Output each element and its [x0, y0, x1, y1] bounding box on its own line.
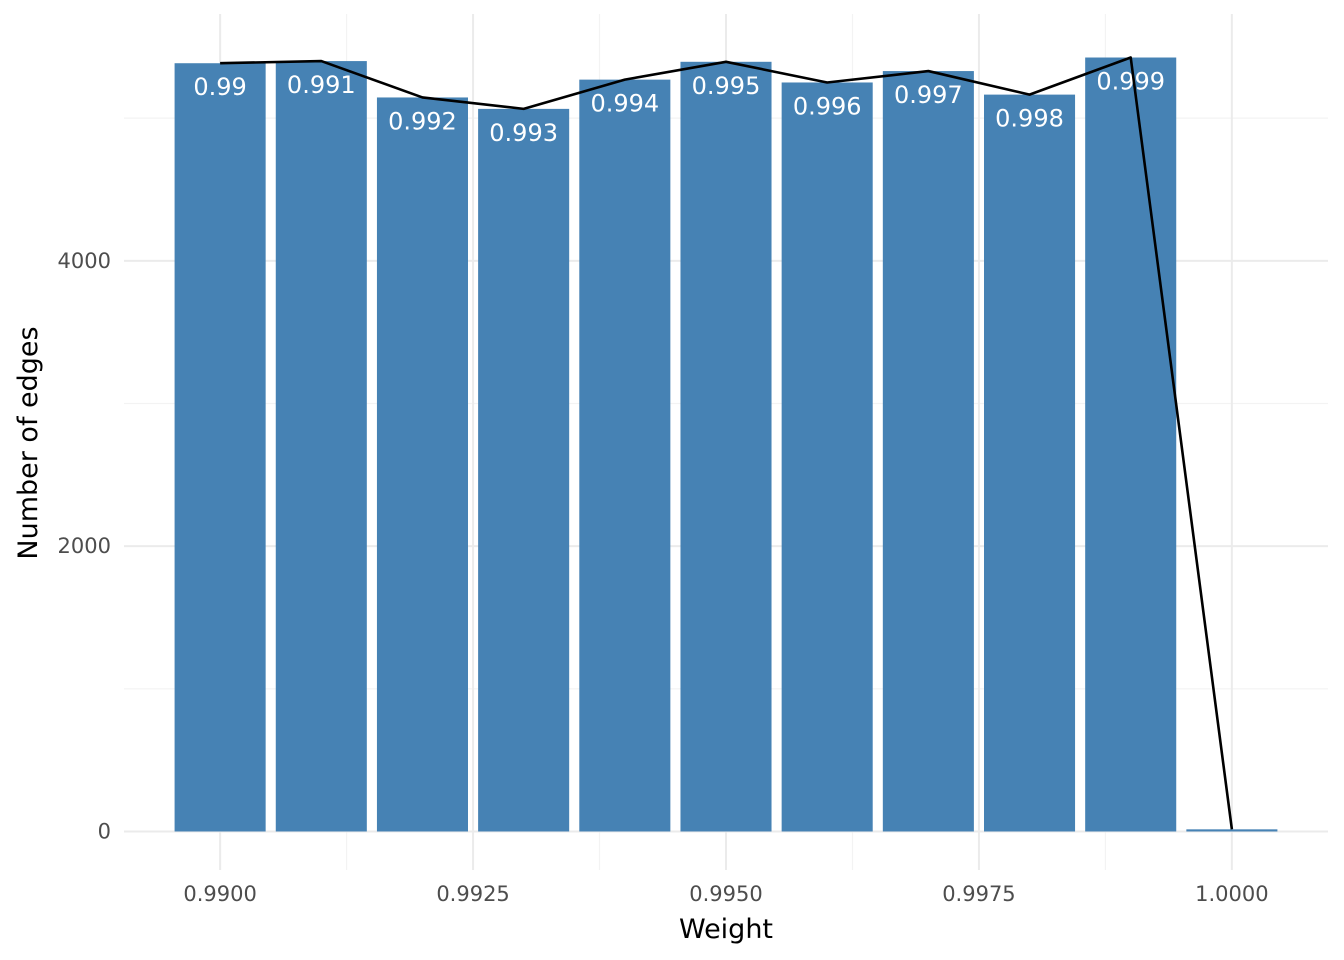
x-tick-label: 0.9925	[436, 882, 509, 906]
bar-label: 0.999	[1096, 68, 1165, 96]
overlay-line	[220, 56, 1234, 830]
y-tick-label: 2000	[58, 534, 111, 558]
y-tick-label: 4000	[58, 249, 111, 273]
bar-label: 0.991	[287, 71, 356, 99]
bar	[478, 108, 570, 832]
bars	[174, 57, 1278, 832]
y-tick-labels: 0 2000 4000	[58, 249, 111, 844]
bar	[882, 71, 974, 832]
bar-label: 0.994	[590, 90, 659, 118]
bar-label: 0.993	[489, 119, 558, 147]
bar	[579, 79, 671, 832]
bar-label: 0.992	[388, 107, 457, 135]
x-tick-label: 0.9950	[689, 882, 762, 906]
bar	[174, 63, 266, 832]
bar	[781, 82, 873, 832]
bar-label: 0.996	[793, 92, 862, 120]
x-tick-labels: 0.9900 0.9925 0.9950 0.9975 1.0000	[183, 882, 1268, 906]
y-tick-label: 0	[98, 819, 111, 843]
bar-labels: 0.99 0.991 0.992 0.993 0.994 0.995 0.996 0.997 0…	[193, 68, 1165, 147]
bar-label: 0.998	[995, 105, 1064, 133]
bar-label: 0.995	[692, 72, 761, 100]
bar	[1186, 829, 1278, 832]
bar	[984, 94, 1076, 832]
bar	[1085, 57, 1177, 832]
x-tick-label: 1.0000	[1195, 882, 1268, 906]
x-tick-label: 0.9975	[942, 882, 1015, 906]
y-axis-title: Number of edges	[13, 326, 44, 559]
x-axis-title: Weight	[679, 914, 773, 945]
bar-label: 0.997	[894, 81, 963, 109]
bar	[376, 97, 468, 832]
bar-label: 0.99	[193, 73, 246, 101]
x-tick-label: 0.9900	[183, 882, 256, 906]
bar	[275, 61, 367, 832]
bar	[680, 61, 772, 832]
